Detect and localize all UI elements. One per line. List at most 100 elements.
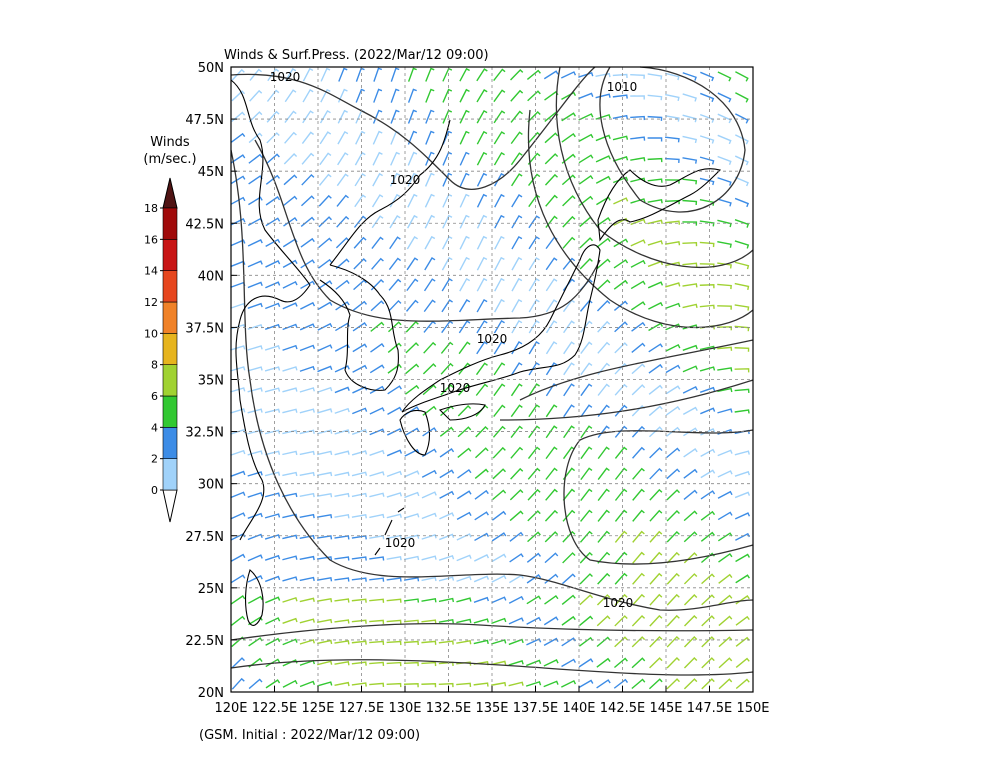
wind-barb: [422, 427, 437, 437]
wind-barb: [456, 511, 472, 520]
wind-barb: [682, 262, 698, 267]
wind-barb: [493, 68, 506, 81]
wind-barb: [334, 556, 350, 561]
wind-barb: [351, 535, 367, 540]
wind-barb: [649, 509, 663, 522]
wind-barb: [316, 618, 333, 624]
wind-barb: [421, 661, 437, 667]
wind-barb: [631, 678, 646, 690]
wind-barb: [561, 679, 577, 688]
wind-barb: [684, 636, 698, 648]
wind-barb: [476, 89, 488, 103]
wind-barb: [699, 284, 715, 289]
wind-barb: [595, 72, 611, 78]
wind-barb: [545, 341, 558, 355]
wind-barb: [248, 175, 263, 185]
wind-barb: [631, 321, 646, 332]
wind-barb: [231, 657, 245, 669]
wind-barb: [404, 470, 420, 478]
y-tick-label: 20N: [198, 686, 224, 701]
wind-barb: [352, 386, 368, 394]
wind-barb: [459, 151, 470, 166]
wind-barb: [282, 638, 298, 646]
x-tick-label: 150E: [736, 701, 769, 716]
wind-barb: [423, 320, 436, 333]
wind-barb: [734, 282, 750, 290]
wind-barb: [458, 320, 471, 334]
wind-barb: [699, 304, 715, 309]
wind-barb: [316, 471, 333, 477]
wind-barb: [301, 152, 315, 165]
wind-barb: [476, 277, 488, 292]
wind-barb: [421, 598, 437, 603]
wind-barb: [230, 408, 246, 414]
coastlines: [230, 79, 722, 626]
wind-barb: [579, 195, 594, 206]
wind-barb: [596, 279, 611, 291]
wind-barb: [649, 593, 663, 606]
wind-barb: [457, 468, 472, 479]
wind-barb: [545, 425, 558, 439]
wind-barb: [579, 257, 593, 270]
wind-barb: [318, 194, 332, 207]
wind-barb: [630, 198, 646, 204]
wind-barb: [717, 532, 733, 542]
wind-barb: [597, 383, 610, 396]
wind-barb: [351, 682, 367, 687]
wind-barb: [373, 88, 383, 103]
colorbar-under: [162, 489, 178, 523]
wind-barb: [509, 574, 524, 584]
wind-barb: [404, 491, 420, 499]
wind-barb: [283, 195, 298, 206]
wind-barb: [407, 130, 418, 145]
wind-barb: [388, 299, 402, 312]
wind-barb: [613, 300, 628, 312]
wind-barb: [579, 237, 593, 249]
wind-barb: [630, 218, 646, 226]
wind-barb: [579, 615, 594, 627]
wind-barb: [390, 88, 400, 103]
wind-barb: [596, 237, 611, 248]
colorbar-band: [162, 207, 178, 240]
wind-barb: [699, 220, 715, 227]
wind-barb: [353, 236, 367, 249]
wind-barb: [701, 594, 715, 606]
wind-barb: [337, 152, 349, 166]
wind-barb: [283, 153, 298, 165]
wind-barb: [491, 574, 507, 583]
wind-barb: [264, 366, 281, 372]
wind-barb: [473, 554, 490, 562]
wind-barb: [717, 326, 732, 331]
colorbar-over: [162, 177, 178, 209]
wind-barb: [682, 114, 698, 123]
wind-barb: [562, 446, 575, 460]
wind-barb: [493, 89, 506, 103]
wind-barb: [476, 193, 488, 208]
wind-barb: [665, 302, 681, 310]
wind-barb: [612, 94, 628, 99]
y-tick-label: 25N: [198, 582, 224, 597]
wind-barb: [631, 614, 646, 627]
wind-barb: [528, 278, 540, 292]
wind-barb: [700, 407, 716, 415]
wind-barb: [247, 554, 263, 562]
x-tick-label: 130E: [388, 701, 421, 716]
wind-barb: [425, 130, 435, 145]
wind-barb: [683, 448, 698, 458]
colorbar-band: [162, 239, 178, 271]
wind-barb: [316, 492, 333, 498]
wind-barb: [664, 241, 681, 246]
wind-barb: [406, 257, 419, 271]
wind-barb: [334, 660, 350, 666]
wind-barb: [230, 574, 246, 584]
wind-barb: [441, 235, 453, 250]
wind-barb: [439, 448, 455, 458]
wind-barb: [441, 299, 453, 313]
wind-barb: [354, 173, 366, 187]
wind-barb: [282, 366, 298, 372]
wind-barb: [282, 679, 298, 688]
wind-barb: [683, 573, 698, 585]
wind-barb: [717, 346, 733, 351]
wind-barb: [386, 682, 402, 688]
wind-barb: [578, 679, 594, 689]
